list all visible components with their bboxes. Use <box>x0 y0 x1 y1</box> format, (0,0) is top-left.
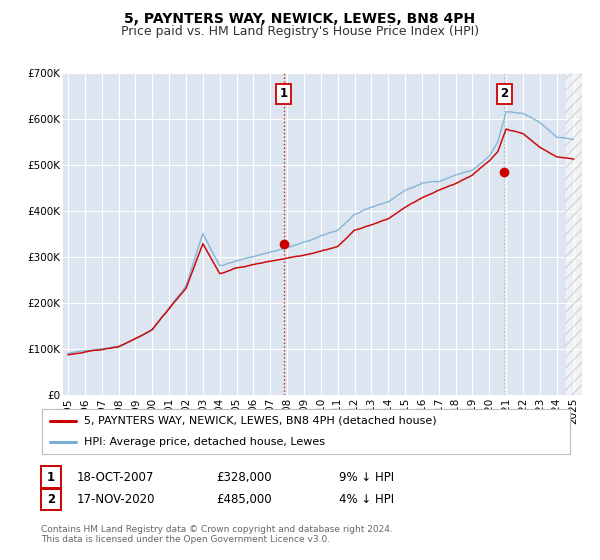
Text: 5, PAYNTERS WAY, NEWICK, LEWES, BN8 4PH (detached house): 5, PAYNTERS WAY, NEWICK, LEWES, BN8 4PH … <box>84 416 437 426</box>
Text: This data is licensed under the Open Government Licence v3.0.: This data is licensed under the Open Gov… <box>41 535 330 544</box>
Text: 1: 1 <box>47 470 55 484</box>
Text: 5, PAYNTERS WAY, NEWICK, LEWES, BN8 4PH: 5, PAYNTERS WAY, NEWICK, LEWES, BN8 4PH <box>124 12 476 26</box>
Text: £328,000: £328,000 <box>216 470 272 484</box>
Text: 4% ↓ HPI: 4% ↓ HPI <box>339 493 394 506</box>
Text: 17-NOV-2020: 17-NOV-2020 <box>77 493 155 506</box>
Text: 1: 1 <box>280 87 288 100</box>
Text: 9% ↓ HPI: 9% ↓ HPI <box>339 470 394 484</box>
Text: Contains HM Land Registry data © Crown copyright and database right 2024.: Contains HM Land Registry data © Crown c… <box>41 525 392 534</box>
Text: Price paid vs. HM Land Registry's House Price Index (HPI): Price paid vs. HM Land Registry's House … <box>121 25 479 38</box>
Text: HPI: Average price, detached house, Lewes: HPI: Average price, detached house, Lewe… <box>84 436 325 446</box>
Text: £485,000: £485,000 <box>216 493 272 506</box>
Text: 2: 2 <box>47 493 55 506</box>
Text: 18-OCT-2007: 18-OCT-2007 <box>77 470 154 484</box>
Text: 2: 2 <box>500 87 508 100</box>
